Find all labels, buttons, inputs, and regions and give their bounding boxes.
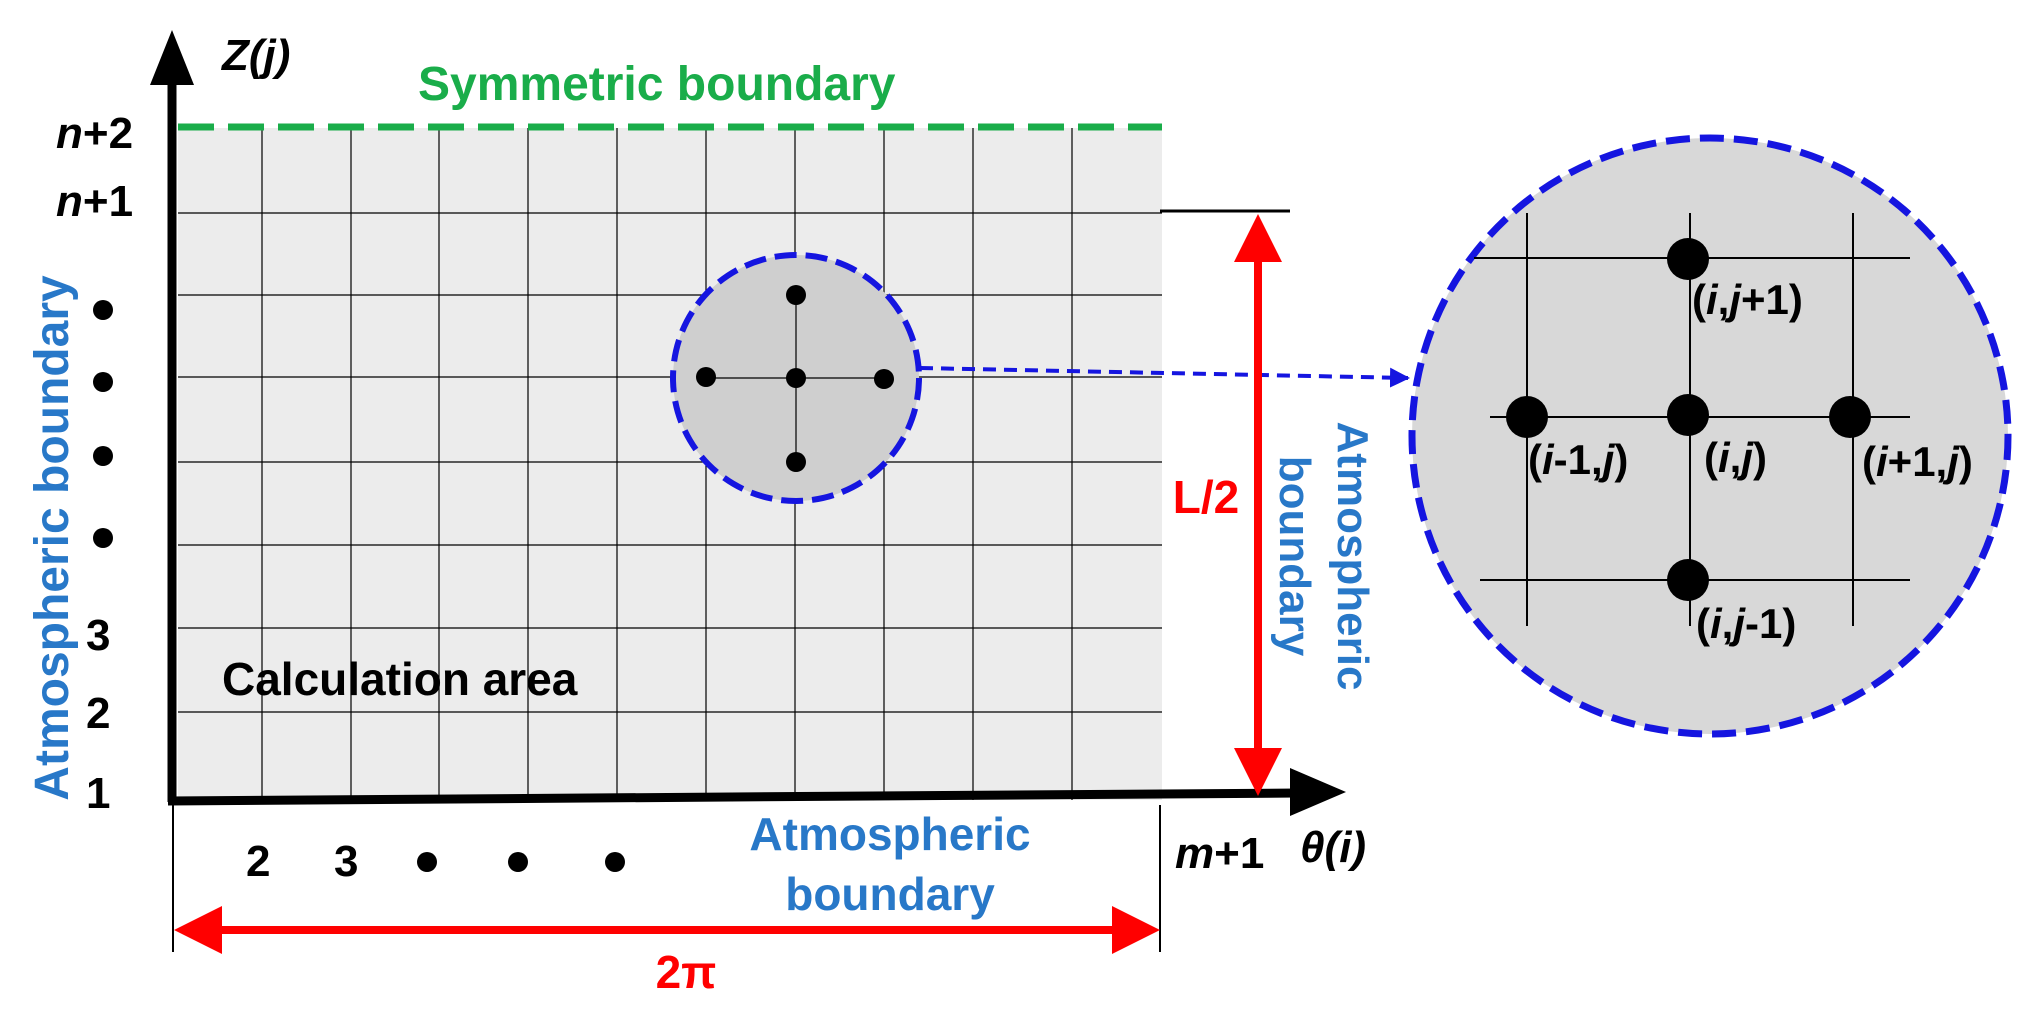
y-tick-n-plus-1: n+1 <box>56 177 133 226</box>
zoom-nodes <box>1506 238 1871 601</box>
node-right-dot <box>1829 396 1871 438</box>
grid-lines <box>178 128 1162 800</box>
z-axis-label: Z(j) <box>220 31 290 80</box>
theta-axis-arrowhead <box>1290 768 1346 816</box>
node-center-dot <box>1667 394 1709 436</box>
right-boundary-label-line1: Atmospheric <box>1328 422 1377 691</box>
node-bottom-dot <box>1667 559 1709 601</box>
y-tick-1: 1 <box>86 769 110 818</box>
left-boundary-label: Atmospheric boundary <box>26 275 79 801</box>
y-tick-2: 2 <box>86 689 110 738</box>
width-dimension-label: 2π <box>656 946 717 998</box>
y-ellipsis-dots <box>93 300 113 548</box>
axes <box>150 30 1346 816</box>
node-top-dot <box>1667 238 1709 280</box>
height-dimension-label: L/2 <box>1173 471 1239 523</box>
stencil-small-nodes <box>696 285 894 472</box>
node-bottom-label: (i,j-1) <box>1696 600 1796 647</box>
x-ellipsis-dots <box>417 852 625 872</box>
y-tick-n-plus-2: n+2 <box>56 109 133 158</box>
symmetric-boundary-label: Symmetric boundary <box>418 58 896 111</box>
bottom-boundary-label-line1: Atmospheric <box>749 808 1030 860</box>
node-top-label: (i,j+1) <box>1692 276 1803 323</box>
node-left-dot <box>1506 396 1548 438</box>
node-center-label: (i,j) <box>1704 434 1767 481</box>
zoom-connector-arrow <box>919 366 1410 388</box>
y-tick-3: 3 <box>86 611 110 660</box>
x-tick-3: 3 <box>334 837 358 886</box>
x-tick-2: 2 <box>246 837 270 886</box>
calculation-area <box>178 128 1162 800</box>
node-right-label: (i+1,j) <box>1862 438 1973 485</box>
node-left-label: (i-1,j) <box>1528 436 1628 483</box>
bottom-boundary-label-line2: boundary <box>785 868 995 920</box>
right-boundary-label-line2: boundary <box>1270 456 1319 657</box>
zoom-circle <box>1408 134 2012 738</box>
z-axis-arrowhead <box>150 30 194 85</box>
theta-axis-label: θ(i) <box>1300 823 1366 872</box>
calculation-area-label: Calculation area <box>222 653 578 705</box>
x-tick-m-plus-1: m+1 <box>1175 829 1264 878</box>
